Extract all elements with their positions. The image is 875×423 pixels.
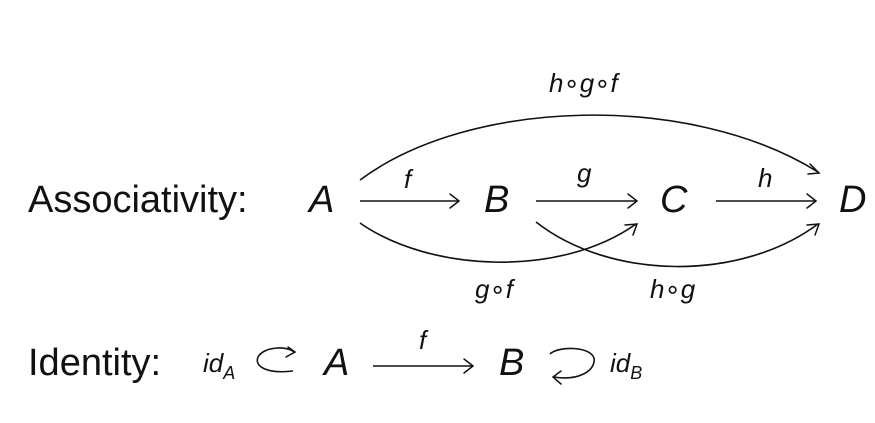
label-g: g [577, 158, 592, 188]
object-c: C [660, 179, 688, 221]
arrow-f [360, 193, 461, 209]
identity-label-f: f [419, 325, 429, 355]
id-a-base: id [203, 348, 225, 378]
identity-heading: Identity: [28, 342, 161, 384]
label-id-b: idB [610, 348, 642, 383]
loop-id-a [256, 346, 297, 373]
arrow-gf [359, 222, 639, 263]
object-d: D [839, 179, 866, 221]
arrow-h [716, 193, 818, 209]
id-b-base: id [610, 348, 632, 378]
label-gf: g∘f [475, 274, 516, 304]
identity-arrow-f [373, 358, 475, 374]
label-f: f [404, 164, 414, 194]
label-h: h [758, 163, 772, 193]
arrow-hg [535, 221, 821, 268]
loop-id-b [549, 347, 595, 385]
identity-object-a: A [322, 342, 349, 384]
label-hg: h∘g [650, 274, 696, 304]
arrow-g [536, 193, 639, 209]
object-a: A [307, 179, 334, 221]
arrow-hgf [359, 114, 821, 181]
object-b: B [484, 179, 509, 221]
label-hgf: h∘g∘f [549, 68, 620, 98]
identity-object-b: B [499, 342, 524, 384]
id-b-subscript: B [630, 363, 642, 383]
id-a-subscript: A [222, 363, 235, 383]
associativity-heading: Associativity: [28, 179, 248, 221]
label-id-a: idA [203, 348, 235, 383]
